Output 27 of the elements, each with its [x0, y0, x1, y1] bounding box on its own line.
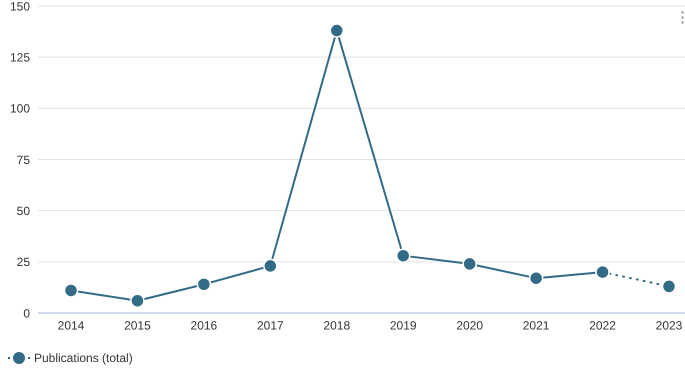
x-tick-label: 2015 — [124, 318, 152, 333]
point — [662, 279, 676, 294]
y-tick-label: 100 — [10, 102, 30, 116]
x-tick-label: 2019 — [390, 318, 417, 333]
x-tick-label: 2014 — [58, 318, 85, 333]
x-tick-label: 2016 — [190, 318, 218, 333]
x-tick-label: 2021 — [522, 318, 550, 333]
y-tick-label: 125 — [10, 50, 30, 64]
point — [196, 277, 212, 292]
x-tick-label: 2023 — [656, 318, 683, 333]
point — [528, 270, 544, 286]
y-tick-label: 0 — [23, 306, 30, 320]
x-tick-label: 2022 — [589, 318, 616, 333]
y-tick-label: 25 — [16, 255, 30, 270]
point — [130, 293, 145, 308]
legend-label: Publications (total) — [33, 351, 133, 365]
x-tick-label: 2020 — [456, 318, 484, 333]
point — [263, 258, 278, 274]
point — [64, 283, 78, 298]
y-tick-label: 50 — [16, 204, 30, 218]
point — [330, 23, 344, 38]
point — [396, 248, 410, 263]
y-tick-label: 150 — [10, 0, 30, 14]
y-tick-label: 75 — [16, 152, 30, 167]
x-tick-label: 2017 — [256, 318, 284, 333]
point — [462, 256, 477, 272]
x-tick-label: 2018 — [323, 318, 350, 333]
